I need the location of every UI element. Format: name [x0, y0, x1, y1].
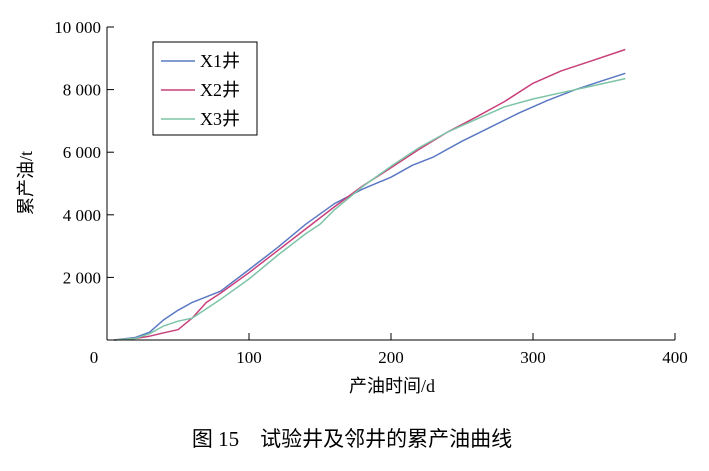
- legend-label-1: X1井: [200, 51, 240, 71]
- series-line-3: [114, 77, 626, 341]
- x-axis-title: 产油时间/d: [349, 376, 435, 396]
- series-line-1: [114, 72, 626, 341]
- axes: 0 100 200 300 400 2 000 4 000 6 000 8 000 10 000: [54, 18, 688, 367]
- y-tick-label: 2 000: [63, 268, 101, 287]
- legend-label-3: X3井: [200, 109, 240, 129]
- y-tick-label: 6 000: [63, 143, 101, 162]
- x-tick-label: 100: [236, 348, 262, 367]
- series-line-2: [114, 48, 626, 341]
- x-tick-label: 200: [378, 348, 404, 367]
- x-tick-label: 400: [662, 348, 688, 367]
- legend: X1井 X2井 X3井: [152, 41, 258, 136]
- y-axis-title: 累产油/t: [16, 151, 36, 215]
- y-tick-label: 4 000: [63, 206, 101, 225]
- y-tick-label: 10 000: [54, 18, 101, 37]
- y-tick-label: 8 000: [63, 81, 101, 100]
- x-tick-label: 300: [520, 348, 546, 367]
- legend-label-2: X2井: [200, 80, 240, 100]
- plot-area: [114, 48, 626, 341]
- x-tick-label: 0: [90, 348, 99, 367]
- figure-caption: 图 15 试验井及邻井的累产油曲线: [192, 427, 512, 451]
